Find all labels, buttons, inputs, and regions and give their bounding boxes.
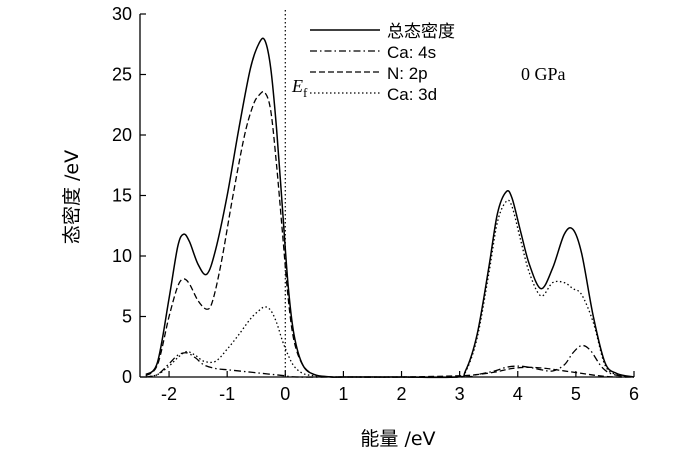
y-tick-label: 30 bbox=[112, 4, 132, 24]
y-tick-label: 25 bbox=[112, 65, 132, 85]
series-line-1 bbox=[145, 344, 635, 378]
x-tick-label: 2 bbox=[397, 384, 407, 404]
y-tick-label: 20 bbox=[112, 125, 132, 145]
x-tick-label: -1 bbox=[219, 384, 235, 404]
y-tick-label: 15 bbox=[112, 186, 132, 206]
fermi-level-label: Ef bbox=[291, 76, 308, 100]
y-axis-title: 态密度 /eV bbox=[61, 150, 83, 244]
series-group bbox=[145, 37, 635, 379]
x-tick-label: -2 bbox=[161, 384, 177, 404]
pressure-label: 0 GPa bbox=[521, 64, 566, 84]
x-tick-label: 0 bbox=[280, 384, 290, 404]
y-axis-ticks: 0 5 10 15 20 25 30 bbox=[112, 4, 146, 387]
y-tick-label: 10 bbox=[112, 246, 132, 266]
series-line-3 bbox=[145, 199, 635, 379]
fermi-label-main: E bbox=[291, 76, 303, 96]
x-axis-title: 能量 /eV bbox=[360, 428, 435, 450]
x-tick-label: 1 bbox=[338, 384, 348, 404]
x-axis-ticks: -2 -1 0 1 2 3 4 5 6 bbox=[161, 371, 639, 404]
x-tick-label: 6 bbox=[629, 384, 639, 404]
series-line-2 bbox=[145, 90, 635, 378]
legend-label-3: Ca: 3d bbox=[387, 85, 437, 104]
plot-area: -2 -1 0 1 2 3 4 5 6 0 5 10 15 20 25 30 bbox=[112, 4, 639, 404]
x-tick-label: 3 bbox=[455, 384, 465, 404]
legend-label-1: Ca: 4s bbox=[387, 43, 436, 62]
y-tick-label: 0 bbox=[122, 367, 132, 387]
legend-label-2: N: 2p bbox=[387, 64, 428, 83]
y-tick-label: 5 bbox=[122, 307, 132, 327]
x-tick-label: 4 bbox=[513, 384, 523, 404]
legend-label-0: 总态密度 bbox=[387, 22, 455, 42]
fermi-label-subscript: f bbox=[303, 85, 308, 100]
x-tick-label: 5 bbox=[571, 384, 581, 404]
